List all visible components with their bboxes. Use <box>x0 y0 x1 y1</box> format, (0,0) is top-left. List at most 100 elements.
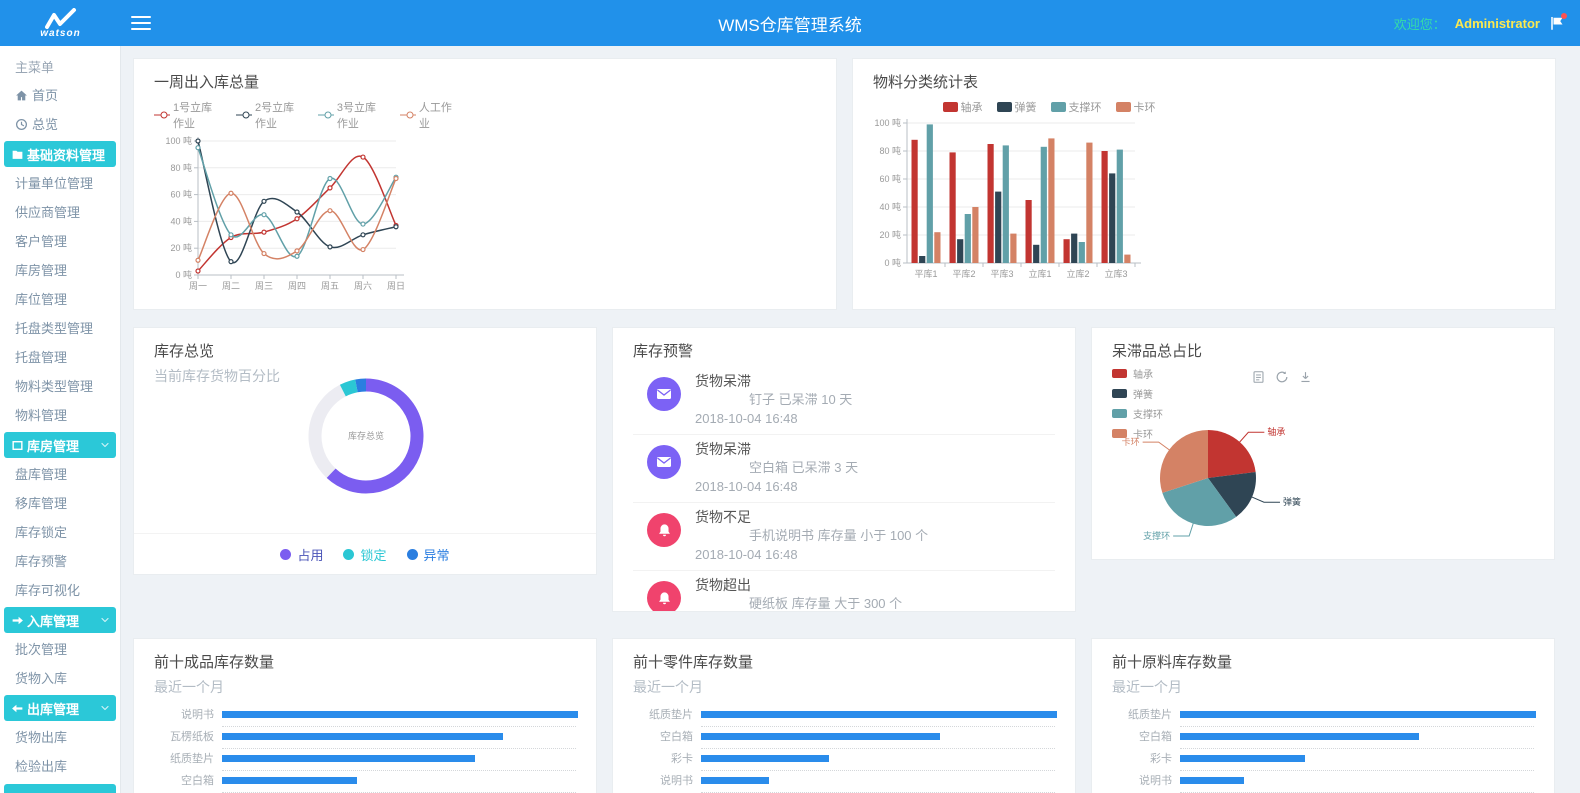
legend-item[interactable]: 卡环 <box>1115 99 1156 115</box>
sidebar-item-label: 盘库管理 <box>15 467 68 482</box>
sidebar-item-12[interactable]: 物料管理 <box>0 401 120 430</box>
legend-item[interactable]: 支撑环 <box>1112 406 1163 421</box>
sidebar-item-13[interactable]: 库房管理 <box>4 432 116 458</box>
svg-text:平库3: 平库3 <box>990 268 1013 279</box>
sidebar-item-18[interactable]: 库存可视化 <box>0 576 120 605</box>
hbar-label: 纸质垫片 <box>649 709 693 721</box>
legend-item[interactable]: 3号立库作业 <box>317 99 386 131</box>
sidebar-item-17[interactable]: 库存预警 <box>0 547 120 576</box>
sidebar-item-19[interactable]: 入库管理 <box>4 607 116 633</box>
sidebar-item-label: 库存可视化 <box>15 583 81 598</box>
sidebar-item-20[interactable]: 批次管理 <box>0 635 120 664</box>
bell-icon <box>647 513 681 547</box>
card-inventory-alerts: 库存预警 货物呆滞 钉子 已呆滞 10 天 2018-10-04 16:48 货物呆滞… <box>612 327 1076 612</box>
svg-text:周二: 周二 <box>222 281 240 291</box>
sidebar-item-10[interactable]: 托盘管理 <box>0 343 120 372</box>
sidebar-item-4[interactable]: 计量单位管理 <box>0 169 120 198</box>
legend-item[interactable]: 异常 <box>406 545 450 564</box>
legend-item[interactable]: 轴承 <box>1112 366 1163 381</box>
legend-label: 占用 <box>297 548 324 563</box>
alert-detail: 空白箱 已呆滞 3 天 <box>749 460 859 475</box>
sidebar-item-9[interactable]: 托盘类型管理 <box>0 314 120 343</box>
legend-label: 轴承 <box>1133 370 1153 381</box>
sidebar-item-11[interactable]: 物料类型管理 <box>0 372 120 401</box>
legend-item[interactable]: 弹簧 <box>996 99 1037 115</box>
sidebar-item-label: 出库管理 <box>27 701 80 717</box>
legend-item[interactable]: 支撑环 <box>1050 99 1102 115</box>
hbar-label: 说明书 <box>1139 775 1172 787</box>
hbar-label: 彩卡 <box>671 753 693 765</box>
alert-title: 货物不足 <box>695 509 751 525</box>
sidebar-item-label: 托盘管理 <box>15 350 68 365</box>
sidebar-item-16[interactable]: 库存锁定 <box>0 518 120 547</box>
notification-flag-icon[interactable] <box>1549 13 1567 31</box>
legend-item[interactable]: 人工作业 <box>399 99 454 131</box>
chart-toolbox <box>1252 370 1312 384</box>
card-title: 前十原料库存数量 <box>1112 654 1233 671</box>
sidebar-item-label: 基础资料管理 <box>27 147 106 163</box>
sidebar-item-22[interactable]: 出库管理 <box>4 695 116 721</box>
sidebar-item-label: 首页 <box>32 88 59 103</box>
legend-label: 异常 <box>423 548 450 563</box>
hbar-bar <box>1180 733 1419 740</box>
alert-detail: 硬纸板 库存量 大于 300 个 <box>749 596 903 611</box>
sidebar-item-6[interactable]: 客户管理 <box>0 227 120 256</box>
refresh-icon[interactable] <box>1275 370 1289 384</box>
card-title: 前十零件库存数量 <box>633 654 754 671</box>
sidebar-item-1[interactable]: 首页 <box>0 81 120 110</box>
current-user[interactable]: Administrator <box>1454 15 1540 31</box>
card-title: 前十成品库存数量 <box>154 654 275 671</box>
app-header: watson WMS仓库管理系统 欢迎您： Administrator <box>0 0 1580 46</box>
sidebar-item-5[interactable]: 供应商管理 <box>0 198 120 227</box>
sidebar-item-15[interactable]: 移库管理 <box>0 489 120 518</box>
alert-time: 2018-10-04 16:48 <box>695 411 798 426</box>
line-chart-legend: 1号立库作业 2号立库作业 3号立库作业 人工作业 <box>154 99 454 131</box>
hbar-chart: 纸质垫片 空白箱 彩卡 说明书 <box>633 709 1057 793</box>
hbar-gridline <box>1180 726 1534 727</box>
legend-item[interactable]: 弹簧 <box>1112 386 1163 401</box>
sidebar-item-3[interactable]: 基础资料管理 <box>4 141 116 167</box>
hbar-label: 纸质垫片 <box>170 753 214 765</box>
legend-item[interactable]: 卡环 <box>1112 426 1163 441</box>
hbar-gridline <box>701 770 1055 771</box>
hbar-bar <box>1180 777 1245 784</box>
data-view-icon[interactable] <box>1252 370 1265 384</box>
overview-icon <box>15 118 28 131</box>
sidebar-item-label: 货物入库 <box>15 671 68 686</box>
sidebar-item-23[interactable]: 货物出库 <box>0 723 120 752</box>
sidebar-item-label: 库位管理 <box>15 292 68 307</box>
sidebar-item-8[interactable]: 库位管理 <box>0 285 120 314</box>
legend-item[interactable]: 轴承 <box>942 99 983 115</box>
svg-text:弹簧: 弹簧 <box>1283 496 1301 507</box>
legend-item[interactable]: 1号立库作业 <box>154 99 222 131</box>
download-icon[interactable] <box>1299 370 1312 384</box>
legend-label: 2号立库作业 <box>254 102 295 130</box>
sidebar-item-7[interactable]: 库房管理 <box>0 256 120 285</box>
donut-legend: 占用 锁定 异常 <box>134 533 596 564</box>
outbound-arrow-icon <box>12 704 23 712</box>
legend-item[interactable]: 锁定 <box>343 545 387 564</box>
sidebar-group-partial[interactable] <box>4 784 116 793</box>
menu-toggle-icon[interactable] <box>131 12 151 34</box>
svg-text:周三: 周三 <box>255 281 273 291</box>
sidebar-item-14[interactable]: 盘库管理 <box>0 460 120 489</box>
legend-label: 弹簧 <box>1133 390 1153 401</box>
svg-text:40 吨: 40 吨 <box>879 201 901 212</box>
legend-item[interactable]: 占用 <box>280 545 323 564</box>
alert-title: 货物呆滞 <box>695 441 751 457</box>
sidebar-item-label: 托盘类型管理 <box>15 321 94 336</box>
card-subtitle: 最近一个月 <box>154 679 224 695</box>
header-right: 欢迎您： Administrator <box>1394 13 1567 33</box>
sidebar-item-2[interactable]: 总览 <box>0 110 120 139</box>
hbar-row: 空白箱 <box>154 776 576 793</box>
svg-text:20 吨: 20 吨 <box>879 229 901 240</box>
hbar-label: 空白箱 <box>660 731 693 743</box>
hbar-bar <box>701 777 769 784</box>
sidebar-section-label: 主菜单 <box>15 60 55 75</box>
legend-item[interactable]: 2号立库作业 <box>235 99 304 131</box>
sidebar-item-24[interactable]: 检验出库 <box>0 752 120 781</box>
sidebar-item-21[interactable]: 货物入库 <box>0 664 120 693</box>
svg-text:100 吨: 100 吨 <box>165 135 192 146</box>
sidebar-item-label: 移库管理 <box>15 496 68 511</box>
